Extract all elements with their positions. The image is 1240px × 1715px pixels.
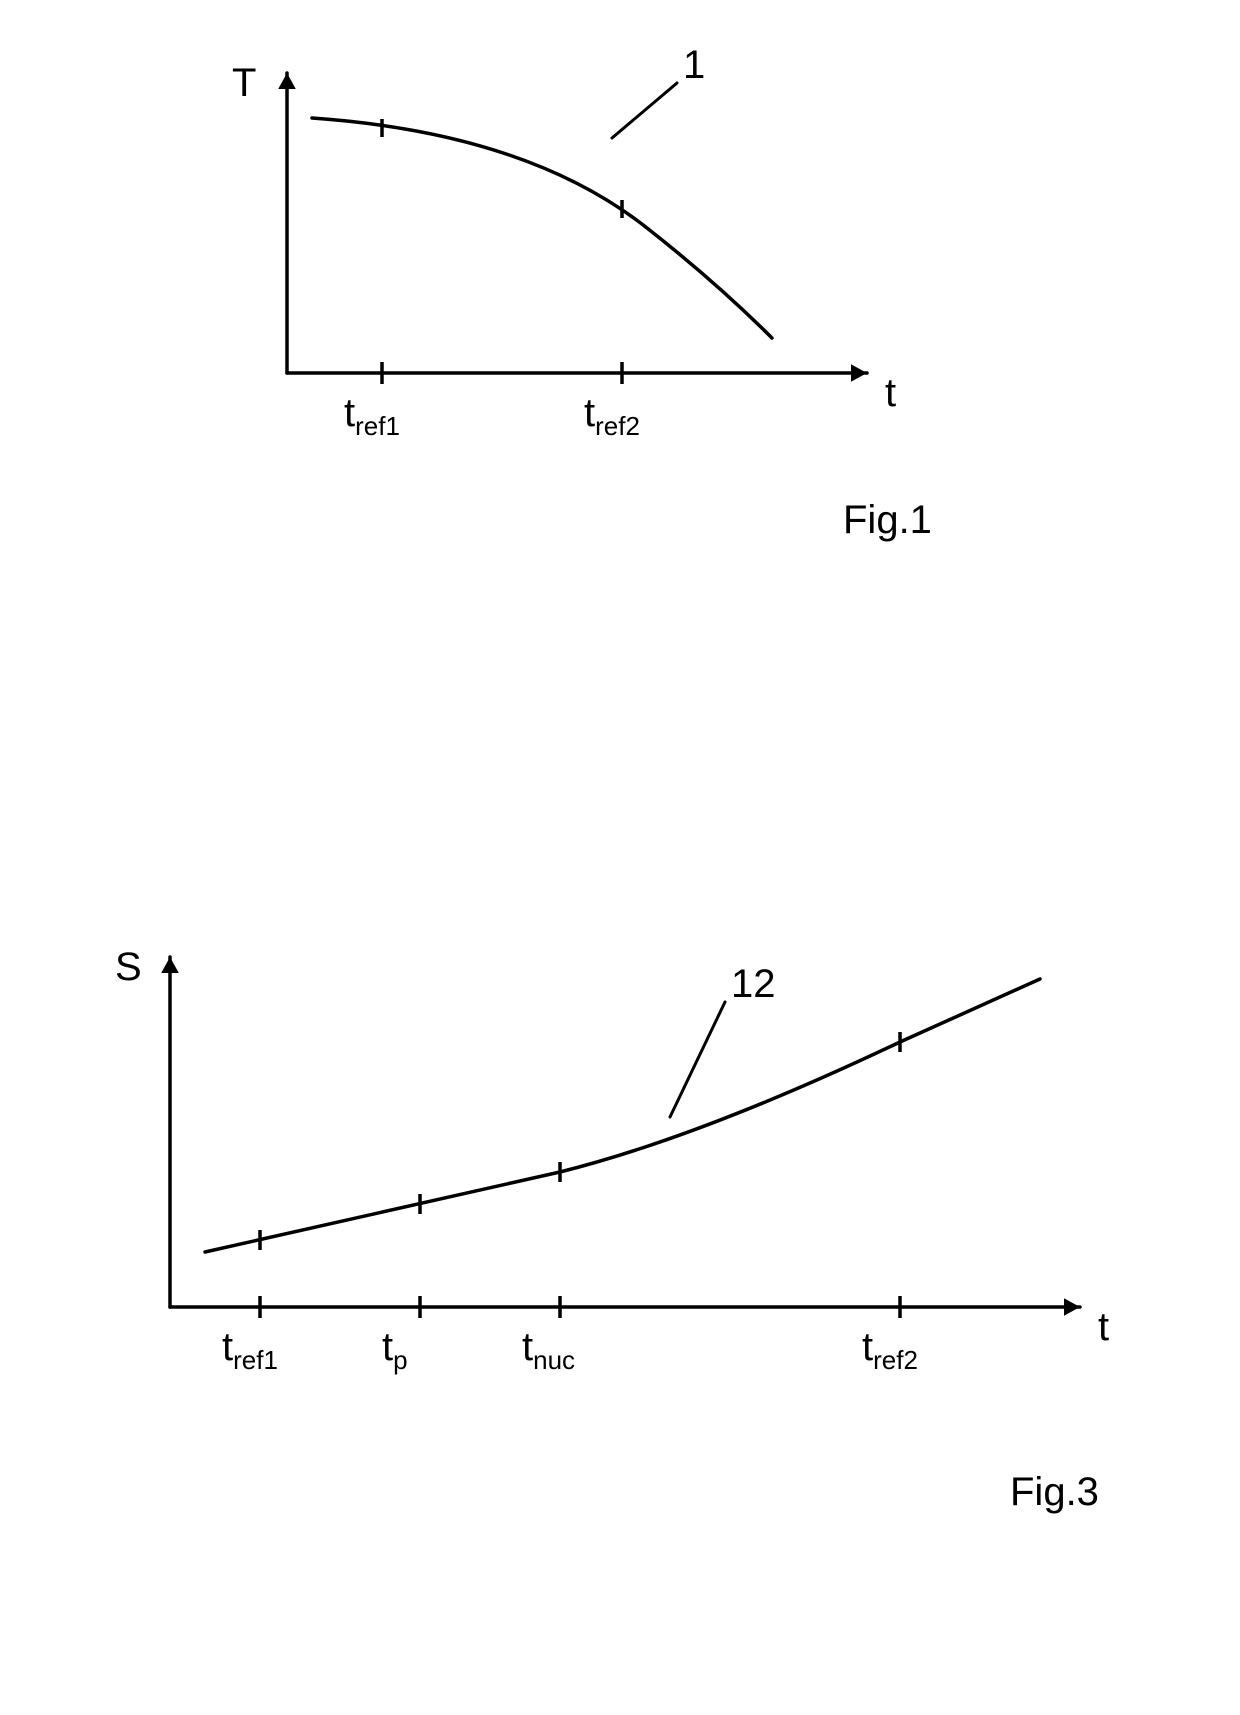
- fig3-curve-label: 12: [731, 962, 776, 1007]
- fig1-x-axis-label: t: [885, 371, 896, 416]
- fig3-caption: Fig.3: [1010, 1470, 1099, 1515]
- fig3-xtick-label: tnuc: [522, 1325, 575, 1376]
- fig3-xtick-label: tref1: [222, 1325, 278, 1376]
- figure-3-svg: [80, 947, 1160, 1367]
- figure-3: S t 12 tref1 tp tnuc tref2: [80, 947, 1160, 1507]
- fig1-xtick-label: tref2: [584, 391, 640, 442]
- page: T t 1 tref1 tref2 Fig.1 S t 12 tref1 tp tnu…: [0, 0, 1240, 1715]
- fig3-y-axis-label: S: [115, 945, 142, 990]
- fig3-x-axis-label: t: [1098, 1305, 1109, 1350]
- fig3-xtick-label: tref2: [862, 1325, 918, 1376]
- fig1-caption: Fig.1: [843, 498, 932, 543]
- figure-1-svg: [227, 63, 947, 423]
- fig1-curve-label: 1: [683, 43, 705, 88]
- fig1-xtick-label: tref1: [344, 391, 400, 442]
- figure-1: T t 1 tref1tref2: [227, 63, 947, 533]
- fig1-y-axis-label: T: [232, 61, 256, 106]
- fig3-xtick-label: tp: [382, 1325, 408, 1376]
